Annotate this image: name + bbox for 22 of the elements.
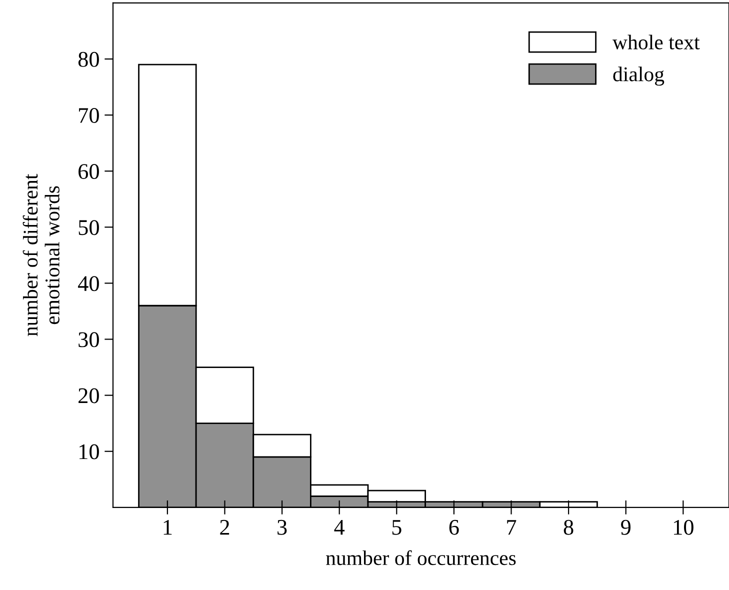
y-tick-label: 60 [78,164,99,180]
y-tick-label: 40 [78,276,99,292]
x-tick-label: 6 [449,520,459,535]
x-tick-label: 7 [507,520,516,535]
x-tick-label: 8 [564,520,574,535]
x-tick-label: 9 [621,520,630,535]
y-axis-title: number of different emotional words [22,174,60,336]
y-tick-label: 80 [78,52,99,67]
y-tick-label: 70 [79,108,99,123]
y-tick-label: 20 [78,388,99,404]
x-tick-label: 2 [220,520,230,535]
legend-label: whole text [612,34,700,50]
x-tick-label: 5 [392,520,402,535]
x-tick-label: 1 [164,520,172,535]
y-tick-label: 30 [78,332,99,348]
x-axis-title: number of occurrences [326,550,516,566]
x-tick-label: 3 [278,520,287,535]
x-tick-label: 10 [674,520,694,535]
x-tick-label: 4 [334,520,345,535]
y-tick-label: 10 [80,444,99,460]
y-tick-label: 50 [78,220,99,236]
legend-label: dialog [613,66,664,86]
